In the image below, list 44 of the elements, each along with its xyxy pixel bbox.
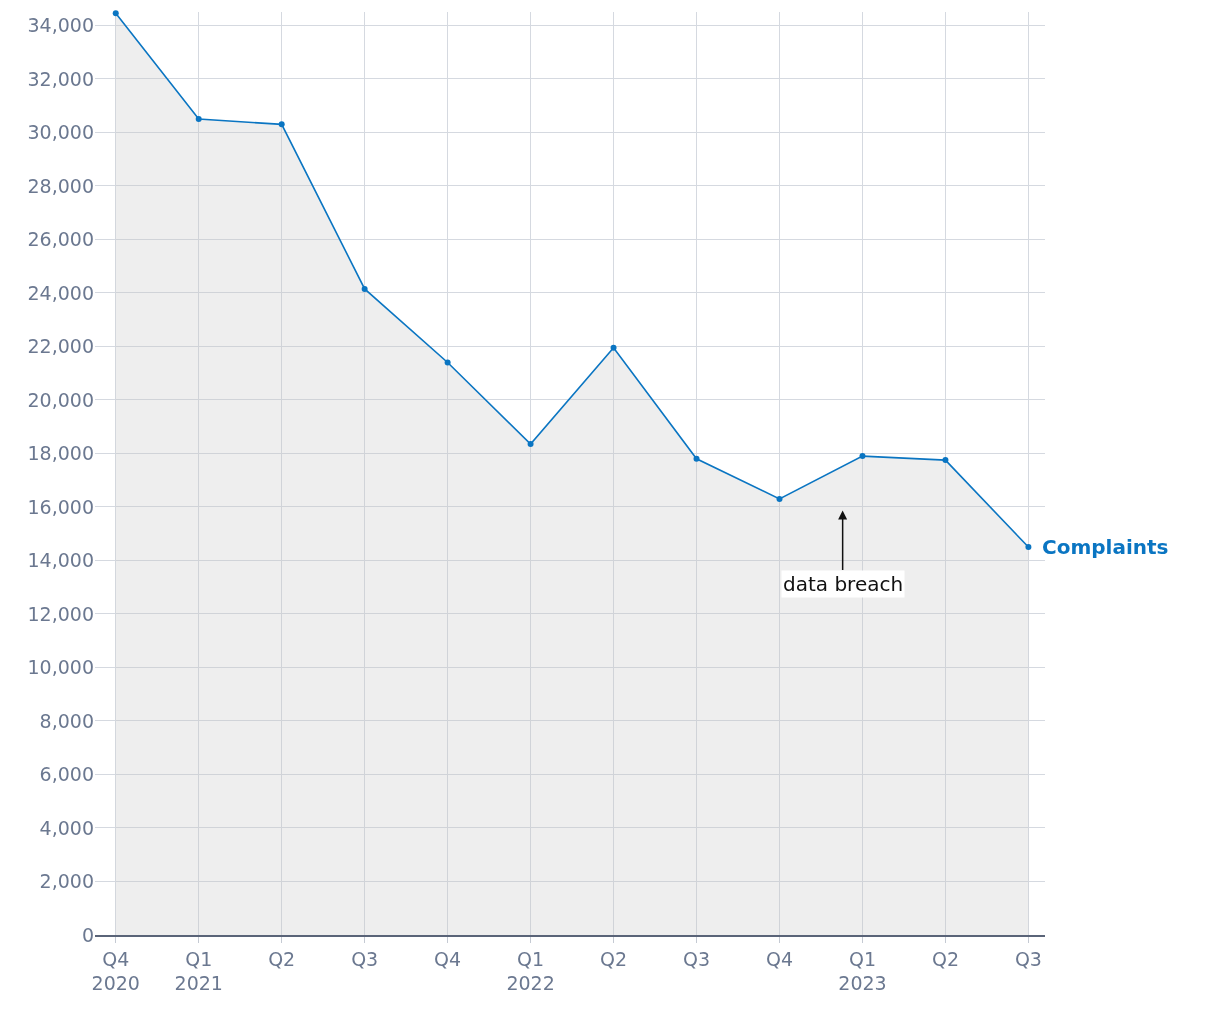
x-tick-label: Q3 [351, 947, 379, 970]
point [444, 359, 451, 366]
y-tick-label: 0 [81, 923, 94, 946]
x-tick-label: Q1 2022 [506, 947, 555, 995]
x-tick-label: Q3 [1014, 947, 1042, 970]
y-tick-label: 10,000 [27, 656, 94, 679]
x-tick-label: Q4 [434, 947, 462, 970]
x-tick-label: Q1 2023 [838, 947, 887, 995]
y-tick-label: 30,000 [27, 121, 94, 144]
point [776, 495, 783, 502]
point [112, 10, 119, 17]
point [942, 457, 949, 464]
annotation: data breach [783, 572, 904, 596]
point [859, 453, 866, 460]
y-tick-label: 20,000 [27, 388, 94, 411]
y-tick-label: 32,000 [27, 67, 94, 90]
x-tick-label: Q4 2020 [91, 947, 140, 995]
y-tick-label: 34,000 [27, 14, 94, 37]
x-tick-label: Q2 [600, 947, 628, 970]
y-tick-label: 6,000 [39, 763, 94, 786]
y-tick-label: 2,000 [39, 870, 94, 893]
x-tick-label: Q3 [683, 947, 711, 970]
point [610, 344, 617, 351]
y-tick-label: 14,000 [27, 549, 94, 572]
y-tick-label: 28,000 [27, 174, 94, 197]
point [527, 441, 534, 448]
x-tick-label: Q1 2021 [174, 947, 223, 995]
y-tick-label: 24,000 [27, 281, 94, 304]
x-tick-label: Q2 [931, 947, 959, 970]
y-tick-label: 8,000 [39, 709, 94, 732]
x-tick-label: Q2 [268, 947, 296, 970]
series-label: Complaints [1042, 535, 1169, 559]
x-tick-label: Q4 [765, 947, 794, 970]
point [195, 116, 202, 123]
y-tick-label: 18,000 [27, 442, 94, 465]
y-tick-label: 26,000 [27, 228, 94, 251]
y-tick-label: 22,000 [27, 335, 94, 358]
point [693, 455, 700, 462]
y-tick-label: 4,000 [39, 816, 94, 839]
point [278, 121, 285, 128]
y-tick-label: 16,000 [27, 495, 94, 518]
point [1025, 544, 1032, 551]
point [361, 285, 368, 292]
y-tick-label: 12,000 [27, 602, 94, 625]
